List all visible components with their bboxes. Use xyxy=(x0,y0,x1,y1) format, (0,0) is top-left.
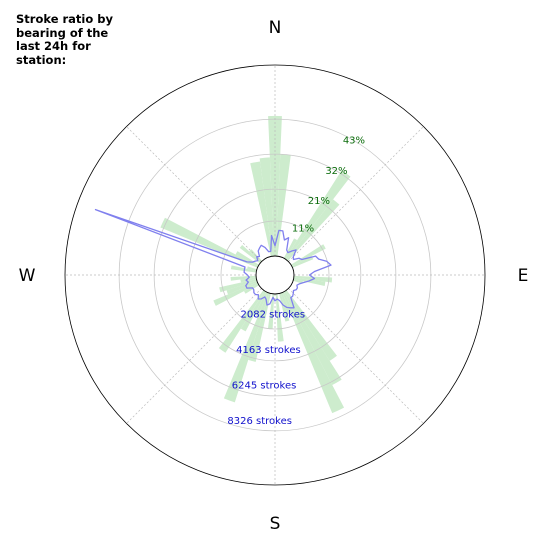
ratio-bar xyxy=(218,290,265,353)
ratio-bar xyxy=(286,199,340,261)
ratio-bar xyxy=(160,217,259,268)
direction-label-south: S xyxy=(270,514,281,534)
ratio-bar xyxy=(259,157,275,257)
ratio-bar xyxy=(223,292,270,403)
ratio-tick-label: 11% xyxy=(292,224,314,235)
ratio-bar xyxy=(279,293,290,322)
ratio-bar xyxy=(230,265,257,273)
ratio-bar xyxy=(283,291,342,386)
count-tick-label: 6245 strokes xyxy=(232,381,297,392)
ratio-bar xyxy=(267,293,275,329)
ratio-tick-label: 43% xyxy=(343,135,365,146)
ratio-bar xyxy=(285,290,337,361)
count-line xyxy=(94,208,332,309)
outer-ring xyxy=(64,64,486,486)
stroke-count-line xyxy=(94,208,332,309)
ratio-bar xyxy=(226,280,258,295)
ratio-bar xyxy=(280,292,291,315)
ratio-bar xyxy=(283,238,298,259)
ratio-bar xyxy=(275,293,284,342)
ratio-bar xyxy=(282,291,345,414)
ratio-bar xyxy=(244,283,259,294)
ratio-bar xyxy=(248,293,271,362)
count-tick-label: 4163 strokes xyxy=(236,345,301,356)
ratio-bar xyxy=(239,244,261,264)
ratio-bar xyxy=(285,170,351,260)
direction-label-east: E xyxy=(518,266,529,286)
ratio-tick-label: 32% xyxy=(325,166,347,177)
ratio-bars xyxy=(160,115,351,414)
direction-label-north: N xyxy=(269,18,282,38)
grid-ring xyxy=(220,220,330,330)
ratio-bar xyxy=(250,161,273,257)
axis-labels: N E S W 11% 21% 32% 43% 2082 strokes 4163 strokes… xyxy=(19,18,529,534)
ratio-bar xyxy=(268,115,282,257)
grid-ring xyxy=(188,188,362,362)
ratio-bar xyxy=(291,244,326,267)
ratio-bar xyxy=(254,291,268,317)
ratio-bar xyxy=(293,279,303,284)
ratio-bar xyxy=(291,255,314,268)
count-tick-label: 2082 strokes xyxy=(240,310,305,321)
ratio-tick-label: 21% xyxy=(308,196,330,207)
grid-spoke xyxy=(288,126,424,262)
ratio-bar xyxy=(247,266,257,271)
chart-title: Stroke ratio by bearing of the last 24h … xyxy=(16,12,113,67)
direction-label-west: W xyxy=(19,266,36,286)
center-hole xyxy=(255,255,295,295)
ratio-bar xyxy=(240,277,257,283)
ratio-bar xyxy=(293,277,326,287)
polar-grid xyxy=(64,64,486,486)
count-tick-label: 8326 strokes xyxy=(227,416,292,427)
